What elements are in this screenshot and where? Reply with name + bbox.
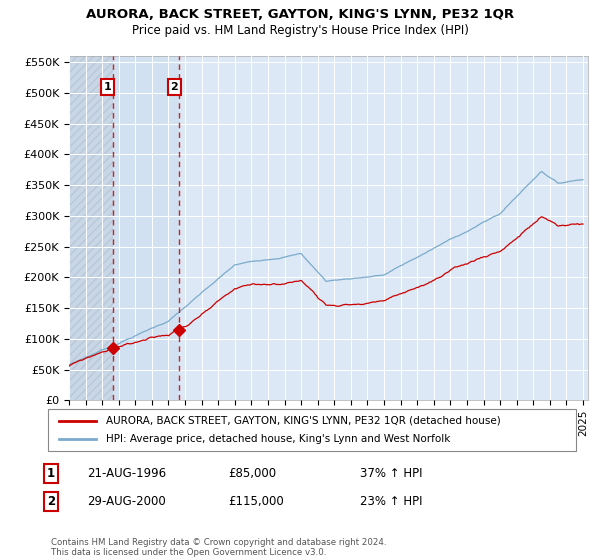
Text: 21-AUG-1996: 21-AUG-1996 [87, 466, 166, 480]
Text: 29-AUG-2000: 29-AUG-2000 [87, 494, 166, 508]
Text: Contains HM Land Registry data © Crown copyright and database right 2024.
This d: Contains HM Land Registry data © Crown c… [51, 538, 386, 557]
Text: 1: 1 [104, 82, 112, 92]
Bar [69, 56, 113, 400]
Text: 37% ↑ HPI: 37% ↑ HPI [360, 466, 422, 480]
Bar [69, 56, 113, 400]
Text: HPI: Average price, detached house, King's Lynn and West Norfolk: HPI: Average price, detached house, King… [106, 434, 451, 444]
Text: 2: 2 [47, 494, 55, 508]
Text: AURORA, BACK STREET, GAYTON, KING'S LYNN, PE32 1QR (detached house): AURORA, BACK STREET, GAYTON, KING'S LYNN… [106, 416, 501, 426]
Text: 23% ↑ HPI: 23% ↑ HPI [360, 494, 422, 508]
Text: 1: 1 [47, 466, 55, 480]
Bar [113, 56, 179, 400]
Text: 2: 2 [170, 82, 178, 92]
Text: £115,000: £115,000 [228, 494, 284, 508]
Text: AURORA, BACK STREET, GAYTON, KING'S LYNN, PE32 1QR: AURORA, BACK STREET, GAYTON, KING'S LYNN… [86, 8, 514, 21]
Text: Price paid vs. HM Land Registry's House Price Index (HPI): Price paid vs. HM Land Registry's House … [131, 24, 469, 37]
Text: £85,000: £85,000 [228, 466, 276, 480]
FancyBboxPatch shape [48, 409, 576, 451]
